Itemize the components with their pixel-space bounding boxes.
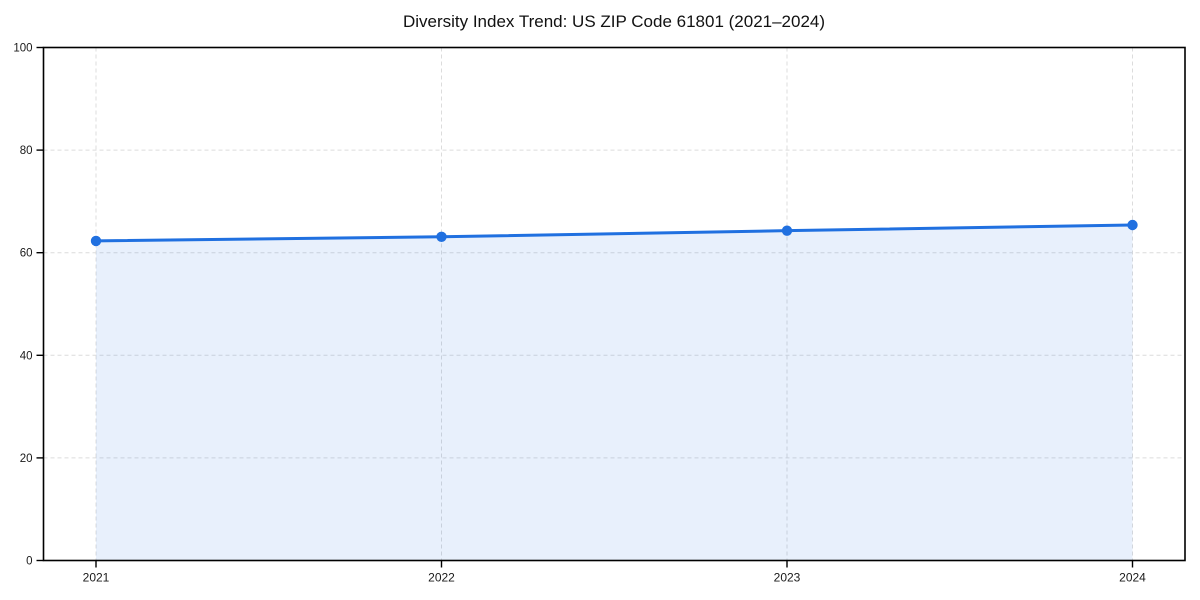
- trend-line: [94, 223, 1134, 243]
- y-tick-label: 60: [20, 248, 33, 260]
- y-tick-label: 20: [20, 453, 33, 465]
- data-point-marker: [90, 235, 102, 247]
- y-tick-label: 80: [20, 145, 33, 157]
- plot-frame: [42, 46, 1186, 562]
- area-fill: [96, 224, 1133, 561]
- x-tick-label: 2022: [428, 571, 455, 585]
- chart-title: Diversity Index Trend: US ZIP Code 61801…: [402, 12, 826, 31]
- x-tick-label: 2024: [1119, 571, 1146, 585]
- x-tick-label: 2023: [774, 571, 801, 585]
- data-point-marker: [436, 231, 447, 242]
- y-tick-label: 0: [26, 556, 32, 568]
- data-point-marker: [1127, 219, 1138, 231]
- data-point-marker: [781, 225, 793, 236]
- y-tick-label: 40: [20, 350, 33, 362]
- x-tick-label: 2021: [83, 571, 110, 585]
- y-tick-label: 100: [13, 43, 32, 55]
